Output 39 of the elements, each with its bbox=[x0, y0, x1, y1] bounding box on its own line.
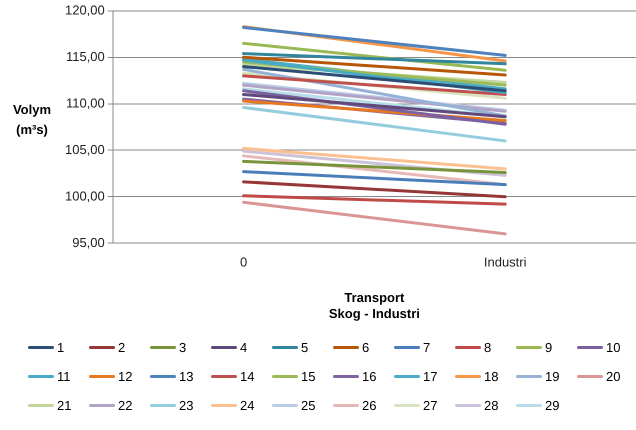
y-tick-label: 120,00 bbox=[64, 2, 105, 18]
legend-label: 18 bbox=[484, 369, 498, 384]
legend-label: 9 bbox=[545, 340, 552, 355]
legend-label: 27 bbox=[423, 398, 438, 413]
legend-label: 2 bbox=[118, 340, 126, 355]
x-axis-title: Transport Skog - Industri bbox=[328, 290, 420, 321]
legend-label: 20 bbox=[606, 369, 620, 384]
legend-label: 4 bbox=[240, 340, 248, 355]
legend-label: 7 bbox=[423, 340, 430, 355]
legend-label: 10 bbox=[606, 340, 620, 355]
legend-label: 11 bbox=[57, 369, 70, 384]
legend-label: 6 bbox=[362, 340, 370, 355]
x-tick-label: Industri bbox=[484, 254, 527, 270]
legend-label: 5 bbox=[301, 340, 308, 355]
legend-label: 25 bbox=[301, 398, 316, 413]
y-axis-title: Volym (m³s) bbox=[12, 101, 52, 139]
legend-label: 14 bbox=[240, 369, 254, 384]
legend-label: 16 bbox=[362, 369, 376, 384]
legend-label: 8 bbox=[484, 340, 492, 355]
legend-label: 13 bbox=[179, 369, 194, 384]
legend-label: 29 bbox=[545, 398, 560, 413]
legend-label: 28 bbox=[484, 398, 498, 413]
legend-label: 26 bbox=[362, 398, 376, 413]
legend-label: 1 bbox=[57, 340, 64, 355]
legend-label: 3 bbox=[179, 340, 186, 355]
legend-label: 24 bbox=[240, 398, 254, 413]
legend-label: 19 bbox=[545, 369, 560, 384]
y-tick-label: 95,00 bbox=[72, 234, 105, 250]
y-tick-label: 100,00 bbox=[64, 188, 105, 204]
y-tick-label: 110,00 bbox=[66, 95, 105, 110]
x-tick-label: 0 bbox=[240, 254, 248, 270]
y-tick-label: 115,00 bbox=[66, 48, 105, 64]
legend-label: 21 bbox=[57, 398, 72, 413]
legend-label: 23 bbox=[179, 398, 194, 413]
legend-label: 17 bbox=[423, 369, 438, 384]
y-tick-label: 105,00 bbox=[64, 142, 105, 157]
legend-label: 22 bbox=[118, 398, 132, 413]
legend-label: 12 bbox=[118, 369, 132, 384]
legend-label: 15 bbox=[301, 369, 316, 384]
